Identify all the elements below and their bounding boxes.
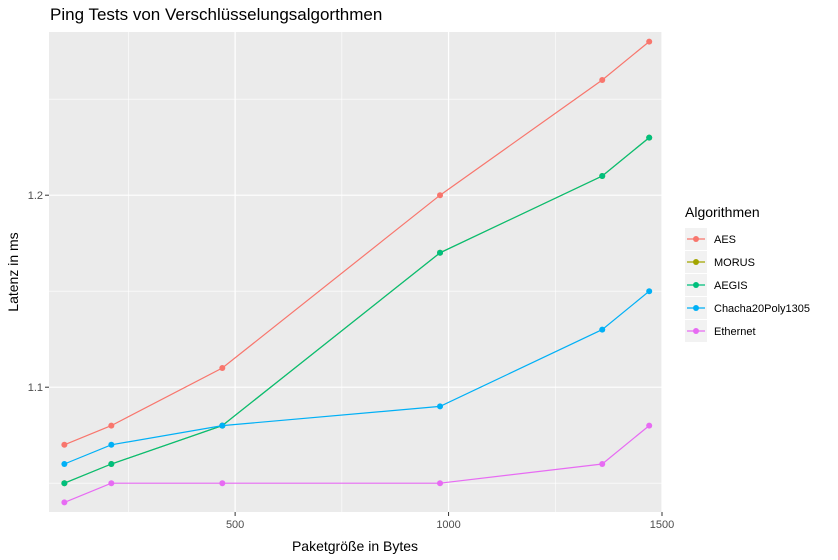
x-tick-label: 1500	[650, 519, 674, 531]
legend-key-point	[693, 259, 699, 265]
legend-key-point	[693, 328, 699, 334]
x-axis-title: Paketgröße in Bytes	[292, 538, 418, 554]
data-point-aes	[599, 77, 606, 83]
legend-label: AEGIS	[714, 280, 748, 292]
y-axis: 1.1 1.2	[28, 190, 49, 394]
data-point-chacha20poly1305	[599, 326, 606, 333]
data-point-chacha20poly1305	[646, 288, 653, 295]
legend-label: AES	[714, 234, 736, 246]
data-point-chacha20poly1305	[61, 461, 68, 467]
legend-item-ethernet: Ethernet	[685, 320, 756, 342]
data-point-ethernet	[61, 499, 68, 506]
legend-label: Ethernet	[714, 326, 756, 338]
series-chacha20poly1305	[61, 288, 653, 467]
x-tick-label: 500	[226, 519, 244, 531]
data-point-ethernet	[599, 461, 606, 467]
data-point-ethernet	[437, 480, 444, 487]
data-point-aes	[61, 441, 68, 448]
series-line-chacha20poly1305	[64, 290, 650, 465]
data-point-ethernet	[108, 480, 115, 487]
series-ethernet	[61, 422, 653, 506]
data-point-aes	[646, 38, 653, 45]
series-line-ethernet	[64, 425, 650, 503]
plot-panel	[49, 32, 662, 512]
series-line-aegis	[64, 137, 650, 484]
x-tick-label: 1000	[436, 519, 460, 531]
data-point-aegis	[437, 249, 444, 256]
data-point-aegis	[61, 480, 68, 487]
series-layer	[61, 38, 653, 506]
data-point-chacha20poly1305	[437, 403, 444, 410]
chart-title: Ping Tests von Verschlüsselungsalgorthme…	[50, 5, 382, 24]
legend-label: MORUS	[714, 257, 755, 269]
legend-item-morus: MORUS	[685, 251, 755, 273]
data-point-chacha20poly1305	[108, 441, 115, 448]
data-point-aes	[437, 192, 444, 199]
grid-major	[49, 32, 663, 512]
data-point-aes	[219, 365, 226, 371]
legend: Algorithmen AES MORUS AEGIS Chacha20Poly130…	[685, 204, 810, 342]
legend-key-point	[693, 305, 699, 311]
data-point-chacha20poly1305	[219, 422, 226, 429]
legend-title: Algorithmen	[685, 204, 760, 220]
legend-item-aes: AES	[685, 228, 736, 250]
series-line-aes	[64, 41, 650, 446]
data-point-aegis	[108, 461, 115, 467]
x-axis: 500 1000 1500	[226, 512, 674, 531]
legend-key-point	[693, 236, 699, 242]
data-point-aegis	[646, 134, 653, 141]
series-aes	[61, 38, 653, 448]
legend-item-chacha20poly1305: Chacha20Poly1305	[685, 297, 810, 319]
y-tick-label: 1.1	[28, 382, 43, 394]
y-axis-title: Latenz in ms	[5, 232, 21, 311]
legend-key-point	[693, 282, 699, 288]
data-point-ethernet	[646, 422, 653, 429]
legend-item-aegis: AEGIS	[685, 274, 748, 296]
data-point-ethernet	[219, 480, 226, 487]
data-point-aegis	[599, 173, 606, 179]
legend-label: Chacha20Poly1305	[714, 303, 810, 315]
data-point-aes	[108, 422, 115, 429]
y-tick-label: 1.2	[28, 190, 43, 202]
